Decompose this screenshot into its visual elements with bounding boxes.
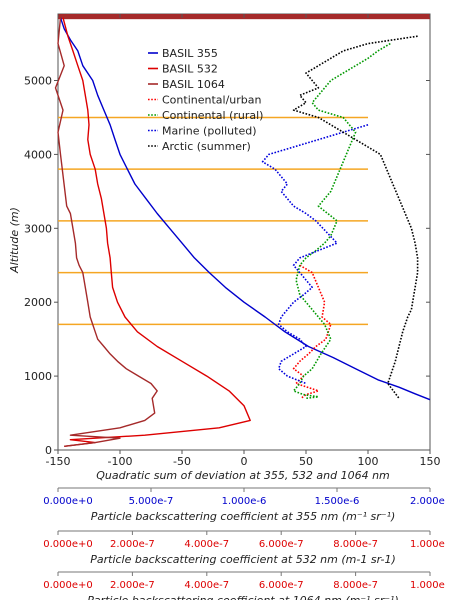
legend: BASIL 355 BASIL 532 BASIL 1064 Continental/… xyxy=(148,47,263,153)
y-tick-label: 2000 xyxy=(24,296,52,309)
x-tick-label: 0 xyxy=(241,455,248,468)
legend-label: BASIL 1064 xyxy=(162,78,225,91)
x-tick-label: 50 xyxy=(299,455,313,468)
x-tick-label: -50 xyxy=(173,455,191,468)
series-layer xyxy=(54,17,431,447)
x-tick-label: 100 xyxy=(358,455,379,468)
legend-label: Continental (rural) xyxy=(162,109,263,122)
secondary-tick-label: 2.000e-7 xyxy=(110,580,155,591)
secondary-axis-label: Particle backscattering coefficient at 1… xyxy=(87,594,399,600)
y-tick-label: 4000 xyxy=(24,148,52,161)
secondary-tick-label: 6.000e-7 xyxy=(259,539,304,550)
series-line-3 xyxy=(292,264,332,399)
legend-label: BASIL 532 xyxy=(162,63,218,76)
secondary-tick-label: 2.000e xyxy=(410,496,445,507)
secondary-tick-label: 8.000e-7 xyxy=(333,539,378,550)
y-axis-label: Altitude (m) xyxy=(8,207,21,274)
axes: -150 -100 -50 0 50 100 150 0 1000 2000 3000 4000 500… xyxy=(24,14,441,468)
plot-area xyxy=(57,13,431,451)
secondary-tick-label: 6.000e-7 xyxy=(259,580,304,591)
series-line-4 xyxy=(292,42,391,400)
secondary-tick-label: 8.000e-7 xyxy=(333,580,378,591)
secondary-axis-label: Particle backscattering coefficient at 3… xyxy=(91,510,396,523)
x-tick-label: -100 xyxy=(108,455,133,468)
series-line-5 xyxy=(261,124,369,385)
secondary-tick-label: 4.000e-7 xyxy=(184,539,229,550)
series-line-2 xyxy=(54,17,158,447)
x-tick-label: -150 xyxy=(46,455,71,468)
series-line-0 xyxy=(59,17,431,401)
secondary-tick-label: 0.000e+0 xyxy=(43,496,93,507)
y-tick-label: 1000 xyxy=(24,370,52,383)
secondary-tick-label: 1.500e-6 xyxy=(315,496,360,507)
series-line-1 xyxy=(62,17,251,447)
secondary-tick-label: 5.000e-7 xyxy=(129,496,174,507)
y-tick-label: 0 xyxy=(45,444,52,457)
secondary-tick-label: 0.000e+0 xyxy=(43,539,93,550)
y-tick-label: 5000 xyxy=(24,75,52,88)
secondary-tick-label: 1.000e-6 xyxy=(222,496,267,507)
legend-label: Continental/urban xyxy=(162,94,261,107)
y-tick-label: 3000 xyxy=(24,222,52,235)
secondary-tick-label: 1.000e xyxy=(410,539,445,550)
secondary-axes: 0.000e+0 5.000e-7 1.000e-6 1.500e-6 2.000e Pa… xyxy=(43,487,445,600)
secondary-tick-label: 0.000e+0 xyxy=(43,580,93,591)
legend-label: Arctic (summer) xyxy=(162,140,251,153)
x-tick-label: 150 xyxy=(420,455,441,468)
series-line-6 xyxy=(292,35,419,399)
secondary-tick-label: 1.000e xyxy=(410,580,445,591)
secondary-tick-label: 4.000e-7 xyxy=(184,580,229,591)
legend-label: Marine (polluted) xyxy=(162,125,257,138)
legend-label: BASIL 355 xyxy=(162,47,218,60)
plot-frame xyxy=(57,13,431,451)
secondary-tick-label: 2.000e-7 xyxy=(110,539,155,550)
secondary-axis-label: Particle backscattering coefficient at 5… xyxy=(90,553,396,566)
x-axis-label: Quadratic sum of deviation at 355, 532 a… xyxy=(96,469,390,482)
